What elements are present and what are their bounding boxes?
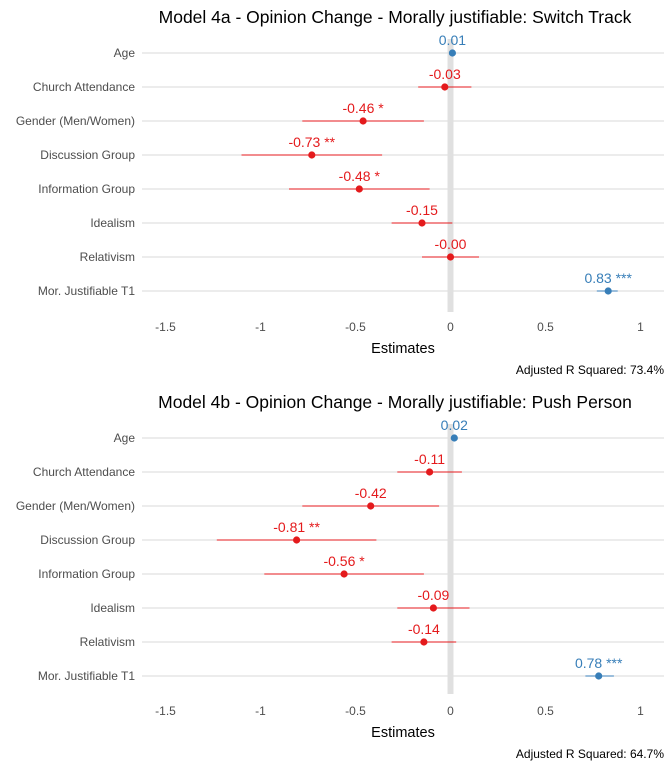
estimate-point xyxy=(367,502,375,510)
term-label: Gender (Men/Women) xyxy=(16,114,135,128)
x-tick-label: 0.5 xyxy=(537,320,554,334)
estimate-label: -0.73 ** xyxy=(288,134,335,150)
estimate-label: -0.14 xyxy=(408,621,440,637)
term-label: Church Attendance xyxy=(33,465,135,479)
x-tick-label: -1.5 xyxy=(155,704,176,718)
panel-model-4a: Model 4a - Opinion Change - Morally just… xyxy=(16,7,664,377)
term-label: Gender (Men/Women) xyxy=(16,499,135,513)
estimate-label: -0.00 xyxy=(435,236,467,252)
estimate-point xyxy=(426,468,434,476)
term-label: Discussion Group xyxy=(40,533,135,547)
term-label: Age xyxy=(114,431,136,445)
x-tick-label: 1 xyxy=(637,704,644,718)
estimate-label: -0.03 xyxy=(429,66,461,82)
x-tick-label: 1 xyxy=(637,320,644,334)
estimate-point xyxy=(293,536,301,544)
estimate-point xyxy=(418,219,426,227)
estimate-label: -0.09 xyxy=(417,587,449,603)
estimate-label: 0.01 xyxy=(439,32,466,48)
estimate-label: -0.81 ** xyxy=(273,519,320,535)
term-label: Idealism xyxy=(90,216,135,230)
estimate-label: 0.83 *** xyxy=(584,270,632,286)
term-label: Mor. Justifiable T1 xyxy=(38,669,135,683)
estimate-label: -0.56 * xyxy=(323,553,365,569)
term-label: Idealism xyxy=(90,601,135,615)
estimate-label: 0.78 *** xyxy=(575,655,623,671)
x-tick-label: -0.5 xyxy=(345,320,366,334)
x-tick-label: -1.5 xyxy=(155,320,176,334)
estimate-point xyxy=(604,287,612,295)
x-tick-label: -1 xyxy=(255,320,266,334)
estimate-point xyxy=(441,83,449,91)
estimate-point xyxy=(450,434,458,442)
estimate-label: -0.46 * xyxy=(342,100,384,116)
x-tick-label: 0.5 xyxy=(537,704,554,718)
term-label: Relativism xyxy=(80,635,135,649)
estimate-label: -0.48 * xyxy=(339,168,381,184)
term-label: Discussion Group xyxy=(40,148,135,162)
x-tick-label: 0 xyxy=(447,320,454,334)
estimate-point xyxy=(448,49,456,57)
estimate-point xyxy=(429,604,437,612)
estimate-point xyxy=(308,151,316,159)
estimate-point xyxy=(595,672,603,680)
term-label: Mor. Justifiable T1 xyxy=(38,284,135,298)
estimate-point xyxy=(355,185,363,193)
x-tick-label: -1 xyxy=(255,704,266,718)
estimate-label: -0.42 xyxy=(355,485,387,501)
x-axis-label: Estimates xyxy=(371,341,435,357)
panel-model-4b: Model 4b - Opinion Change - Morally just… xyxy=(16,392,664,761)
chart-title: Model 4a - Opinion Change - Morally just… xyxy=(159,7,632,27)
estimate-point xyxy=(359,117,367,125)
estimate-point xyxy=(446,253,455,261)
r-squared-caption: Adjusted R Squared: 73.4% xyxy=(516,363,664,377)
estimate-point xyxy=(420,638,428,646)
x-axis-label: Estimates xyxy=(371,725,435,741)
term-label: Church Attendance xyxy=(33,80,135,94)
term-label: Information Group xyxy=(38,567,135,581)
estimate-label: -0.15 xyxy=(406,202,438,218)
term-label: Relativism xyxy=(80,250,135,264)
estimate-label: 0.02 xyxy=(441,417,468,433)
x-tick-label: -0.5 xyxy=(345,704,366,718)
x-tick-label: 0 xyxy=(447,704,454,718)
chart-title: Model 4b - Opinion Change - Morally just… xyxy=(158,392,632,412)
term-label: Age xyxy=(114,46,136,60)
term-label: Information Group xyxy=(38,182,135,196)
estimate-point xyxy=(340,570,348,578)
r-squared-caption: Adjusted R Squared: 64.7% xyxy=(516,747,664,761)
estimate-label: -0.11 xyxy=(414,451,445,467)
